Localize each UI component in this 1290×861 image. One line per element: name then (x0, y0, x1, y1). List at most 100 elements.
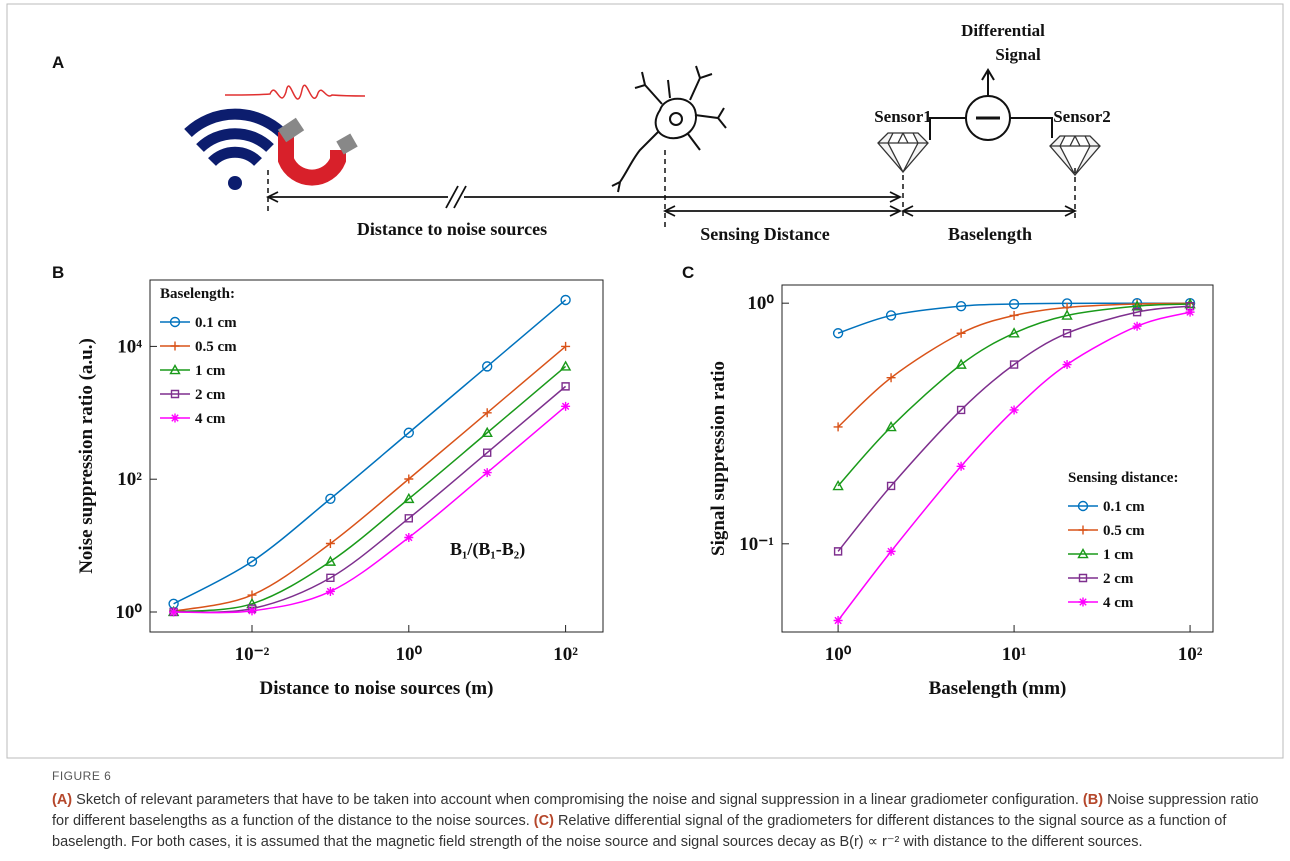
panel-label: A (52, 53, 64, 72)
frame (6, 3, 1284, 759)
data-marker (1009, 405, 1019, 415)
diagram-label: Sensor1 (874, 107, 932, 126)
data-marker (1185, 307, 1195, 317)
data-marker (324, 555, 337, 566)
data-marker (832, 328, 844, 339)
data-marker (168, 598, 179, 609)
series-line (173, 345, 567, 612)
legend-title: Baselength: (160, 286, 235, 302)
data-marker (1008, 327, 1020, 338)
figure-label: FIGURE 6 (52, 769, 112, 783)
data-marker (561, 401, 571, 411)
caption-label: (A) (52, 792, 73, 808)
magnet-tip (336, 133, 358, 155)
x-tick-label: 10⁻² (235, 644, 270, 665)
data-marker (886, 481, 896, 491)
data-marker (1132, 307, 1142, 317)
data-marker (559, 360, 572, 371)
data-marker (482, 468, 492, 478)
data-marker (1184, 298, 1196, 309)
caption-sentence: Relative differential signal of the grad… (52, 813, 1227, 850)
data-marker (326, 573, 335, 583)
data-marker (403, 427, 414, 438)
data-marker (561, 341, 571, 351)
data-marker (482, 448, 492, 457)
wave (224, 84, 366, 100)
y-tick-label: 10⁰ (747, 293, 774, 314)
x-tick-label: 10² (1178, 644, 1203, 665)
data-marker (325, 586, 335, 596)
plot-area (781, 284, 1214, 633)
x-tick-label: 10¹ (1002, 644, 1027, 665)
x-tick-label: 10⁰ (825, 644, 852, 665)
data-marker (885, 310, 897, 321)
series-line (837, 305, 1191, 552)
legend-marker (169, 316, 181, 328)
data-marker (832, 479, 844, 491)
y-tick-label: 10⁻¹ (739, 534, 774, 555)
legend-marker (1077, 548, 1089, 559)
neuron (611, 65, 727, 193)
output-arrow (981, 68, 995, 96)
legend-marker (169, 364, 181, 375)
data-marker (1008, 298, 1020, 310)
data-marker (1131, 300, 1143, 311)
legend-marker (1078, 573, 1088, 583)
legend-marker (170, 389, 180, 399)
legend-label: 4 cm (195, 411, 226, 427)
legend-label: 2 cm (195, 387, 226, 403)
x-axis-label: Distance to noise sources (m) (260, 678, 494, 699)
legend-label: 0.1 cm (1103, 499, 1145, 515)
diagram-label: Signal (995, 45, 1041, 64)
data-marker (403, 492, 415, 504)
x-tick-label: 10² (553, 644, 578, 665)
x-tick-label: 10⁰ (395, 644, 422, 665)
legend-marker (170, 341, 180, 351)
legend-label: 2 cm (1103, 571, 1134, 587)
sensor2-icon (1049, 135, 1101, 177)
caption-sentence: Noise suppression ratio for different ba… (52, 792, 1259, 829)
panel-label: B (52, 263, 64, 282)
axis-break (445, 185, 467, 209)
series-line (837, 303, 1191, 487)
diagram-label: Distance to noise sources (357, 219, 547, 239)
magnet (278, 132, 346, 186)
caption-label: (B) (1082, 792, 1104, 808)
soma (654, 97, 697, 140)
data-marker (325, 493, 336, 504)
data-marker (481, 426, 493, 438)
data-marker (325, 538, 335, 548)
nucleus (669, 112, 683, 126)
legend-label: 1 cm (1103, 547, 1134, 563)
data-marker (481, 361, 493, 372)
data-marker (1061, 309, 1073, 320)
caption: FIGURE 6 (A) Sketch of relevant paramete… (52, 766, 1267, 853)
annotation: B₁/(B₁-B₂) (450, 539, 525, 560)
legend-title: Sensing distance: (1068, 470, 1178, 486)
data-marker (246, 556, 258, 567)
diagram-label: Sensor2 (1053, 107, 1111, 126)
data-marker (404, 474, 414, 484)
legend-label: 4 cm (1103, 595, 1134, 611)
data-marker (247, 606, 257, 616)
data-marker (560, 294, 571, 306)
data-marker (956, 328, 966, 338)
data-marker (886, 546, 896, 556)
dashed-guide (267, 150, 1076, 228)
data-marker (833, 422, 843, 432)
y-axis-label: Signal suppression ratio (708, 361, 729, 556)
figure: A B C Differential Signal Sensor1 Senso (6, 3, 1284, 759)
data-marker (1062, 360, 1072, 370)
series-line (173, 365, 567, 613)
diamond (877, 132, 929, 174)
legend-label: 0.5 cm (1103, 523, 1145, 539)
data-marker (956, 461, 966, 471)
data-marker (1132, 321, 1142, 331)
data-marker (956, 405, 966, 415)
legend-marker (1077, 500, 1089, 512)
dimension-line (268, 196, 1075, 212)
legend-label: 0.1 cm (195, 315, 237, 331)
diagram-label: Sensing Distance (700, 224, 830, 244)
wire (929, 117, 1053, 140)
